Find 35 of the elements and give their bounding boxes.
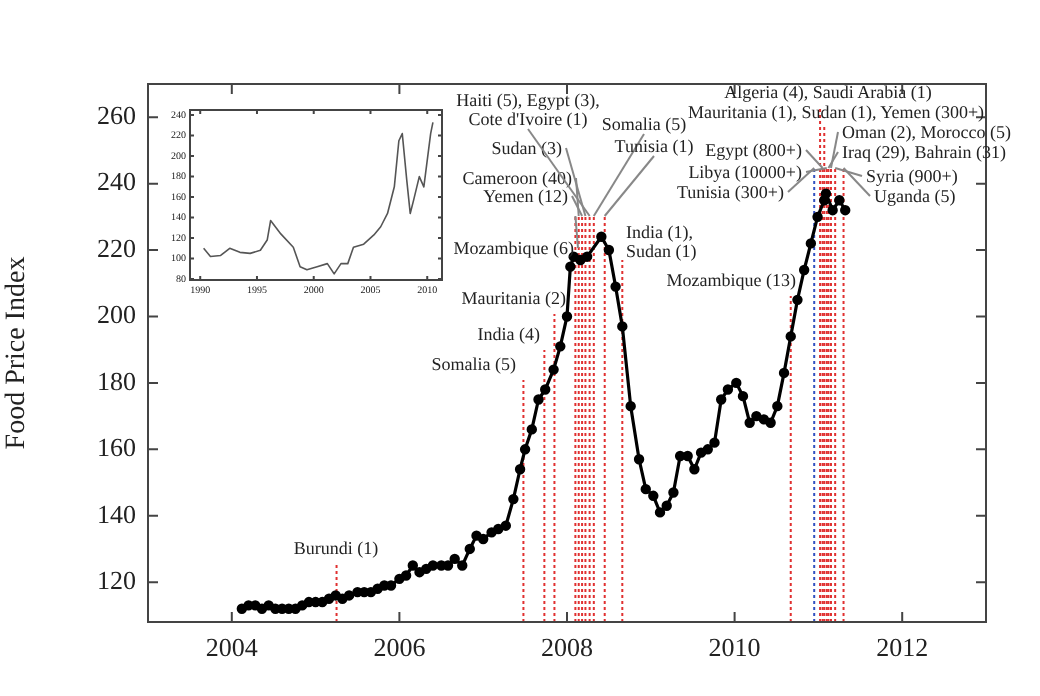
- ref-line-label: Algeria (4), Saudi Arabia (1): [724, 82, 932, 102]
- ref-line-label: Libya (10000+): [688, 162, 803, 182]
- x-tick-label: 2008: [541, 632, 593, 663]
- ref-line-label: Mauritania (1), Sudan (1), Yemen (300+): [687, 102, 985, 122]
- y-tick-label: 140: [97, 498, 136, 529]
- ref-line-label: India (4): [477, 324, 540, 344]
- ref-line-label: Haiti (5), Egypt (3), Cote d'Ivoire (1): [456, 90, 600, 129]
- y-tick-label: 120: [97, 564, 136, 595]
- y-tick-label: 220: [97, 232, 136, 263]
- y-tick-label: 200: [97, 299, 136, 330]
- x-tick-label: 2010: [708, 632, 761, 663]
- ref-line-label: Uganda (5): [874, 186, 956, 206]
- ref-line-label: Somalia (5): [431, 354, 516, 374]
- ref-line-label: Mauritania (2): [461, 288, 566, 308]
- ref-line-label: Somalia (5): [601, 114, 687, 134]
- ref-line-label: Burundi (1): [293, 538, 379, 558]
- ref-line-label: Mozambique (13): [666, 270, 796, 290]
- ref-line-label: Mozambique (6): [453, 238, 574, 258]
- ref-line-label: Cameroon (40): [462, 168, 572, 188]
- ref-line-label: Oman (2), Morocco (5): [842, 122, 1011, 142]
- y-tick-label: 160: [97, 432, 136, 463]
- ref-line-label: Yemen (12): [483, 186, 568, 206]
- ref-line-label: India (1), Sudan (1): [626, 222, 697, 261]
- ref-line-label: Syria (900+): [866, 166, 958, 186]
- x-tick-label: 2004: [205, 632, 259, 663]
- x-tick-label: 2012: [876, 632, 929, 663]
- y-tick-label: 180: [97, 365, 136, 396]
- ref-line-label: Sudan (3): [491, 138, 562, 158]
- ref-line-label: Tunisia (1): [614, 136, 694, 156]
- ref-line-label: Egypt (800+): [705, 140, 802, 160]
- ref-line-label: Tunisia (300+): [677, 182, 784, 202]
- y-tick-label: 240: [97, 166, 136, 197]
- y-axis-title: Food Price Index: [2, 256, 33, 450]
- x-tick-label: 2006: [373, 632, 427, 663]
- y-tick-label: 260: [97, 100, 136, 131]
